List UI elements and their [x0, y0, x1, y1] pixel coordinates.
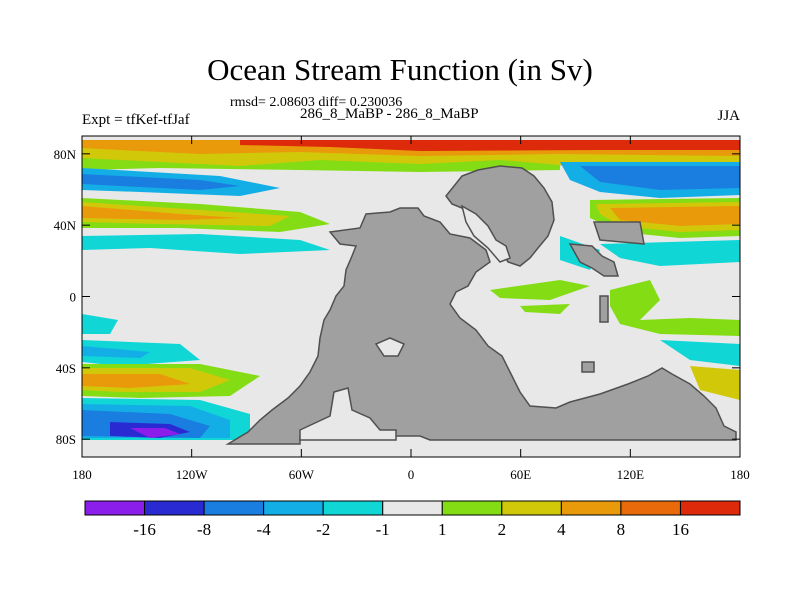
colorbar-label: 2	[498, 520, 507, 539]
colorbar-label: -2	[316, 520, 330, 539]
y-tick-label: 40N	[54, 218, 77, 233]
colorbar-swatch	[441, 500, 503, 516]
colorbar-label: 4	[557, 520, 566, 539]
axes: 180 120W 60W 0 60E 120E 180 80N 40N 0 40S 80S	[54, 136, 750, 482]
colorbar-label: -4	[257, 520, 272, 539]
y-tick-label: 80N	[54, 147, 77, 162]
colorbar-label: -1	[376, 520, 390, 539]
map-panel	[81, 135, 741, 458]
land-americas	[225, 207, 737, 445]
x-tick-label: 60W	[289, 467, 315, 482]
colorbar: -16 -8 -4 -2 -1 1 2 4 8 16	[84, 500, 741, 539]
inland-seas	[299, 204, 511, 441]
x-tick-label: 180	[72, 467, 92, 482]
x-tick-label: 180	[730, 467, 750, 482]
colorbar-swatch	[144, 500, 205, 516]
experiment-label: Expt = tfKef-tfJaf	[82, 112, 190, 128]
colorbar-swatch	[203, 500, 265, 516]
colorbar-swatch	[620, 500, 681, 516]
y-tick-label: 40S	[56, 361, 76, 376]
colorbar-swatch	[322, 500, 384, 516]
season-label: JJA	[717, 108, 740, 124]
colorbar-swatch	[501, 500, 562, 516]
y-tick-label: 80S	[56, 432, 76, 447]
land-island-small	[581, 361, 595, 373]
colorbar-swatch	[679, 500, 741, 516]
colorbar-swatch	[263, 500, 324, 516]
colorbar-label: 8	[617, 520, 626, 539]
colorbar-swatch	[382, 500, 443, 516]
sea-interior-south	[299, 387, 397, 441]
colorbar-label: 1	[438, 520, 447, 539]
y-tick-label: 0	[70, 290, 77, 305]
period-label: 286_8_MaBP - 286_8_MaBP	[300, 106, 479, 122]
colorbar-swatch	[84, 500, 146, 516]
land-masses	[225, 165, 737, 445]
contour-fields	[82, 140, 740, 457]
rmsd-subtitle: rmsd= 2.08603 diff= 0.230036	[230, 95, 403, 110]
land-se-asia	[568, 243, 619, 277]
y-ticks: 80N 40N 0 40S 80S	[54, 147, 740, 447]
colorbar-label: -8	[197, 520, 211, 539]
x-tick-label: 0	[408, 467, 415, 482]
land-island-borneo	[599, 295, 609, 323]
sea-interior-north	[374, 337, 406, 357]
x-tick-label: 60E	[510, 467, 531, 482]
x-ticks: 180 120W 60W 0 60E 120E 180	[72, 136, 750, 482]
land-island-east	[592, 221, 645, 245]
colorbar-label: 16	[672, 520, 689, 539]
colorbar-label: -16	[133, 520, 156, 539]
x-tick-label: 120E	[617, 467, 645, 482]
x-tick-label: 120W	[176, 467, 209, 482]
sea-interior-arctic	[460, 204, 511, 263]
map-title: Ocean Stream Function (in Sv)	[207, 52, 593, 87]
colorbar-swatch	[560, 500, 622, 516]
